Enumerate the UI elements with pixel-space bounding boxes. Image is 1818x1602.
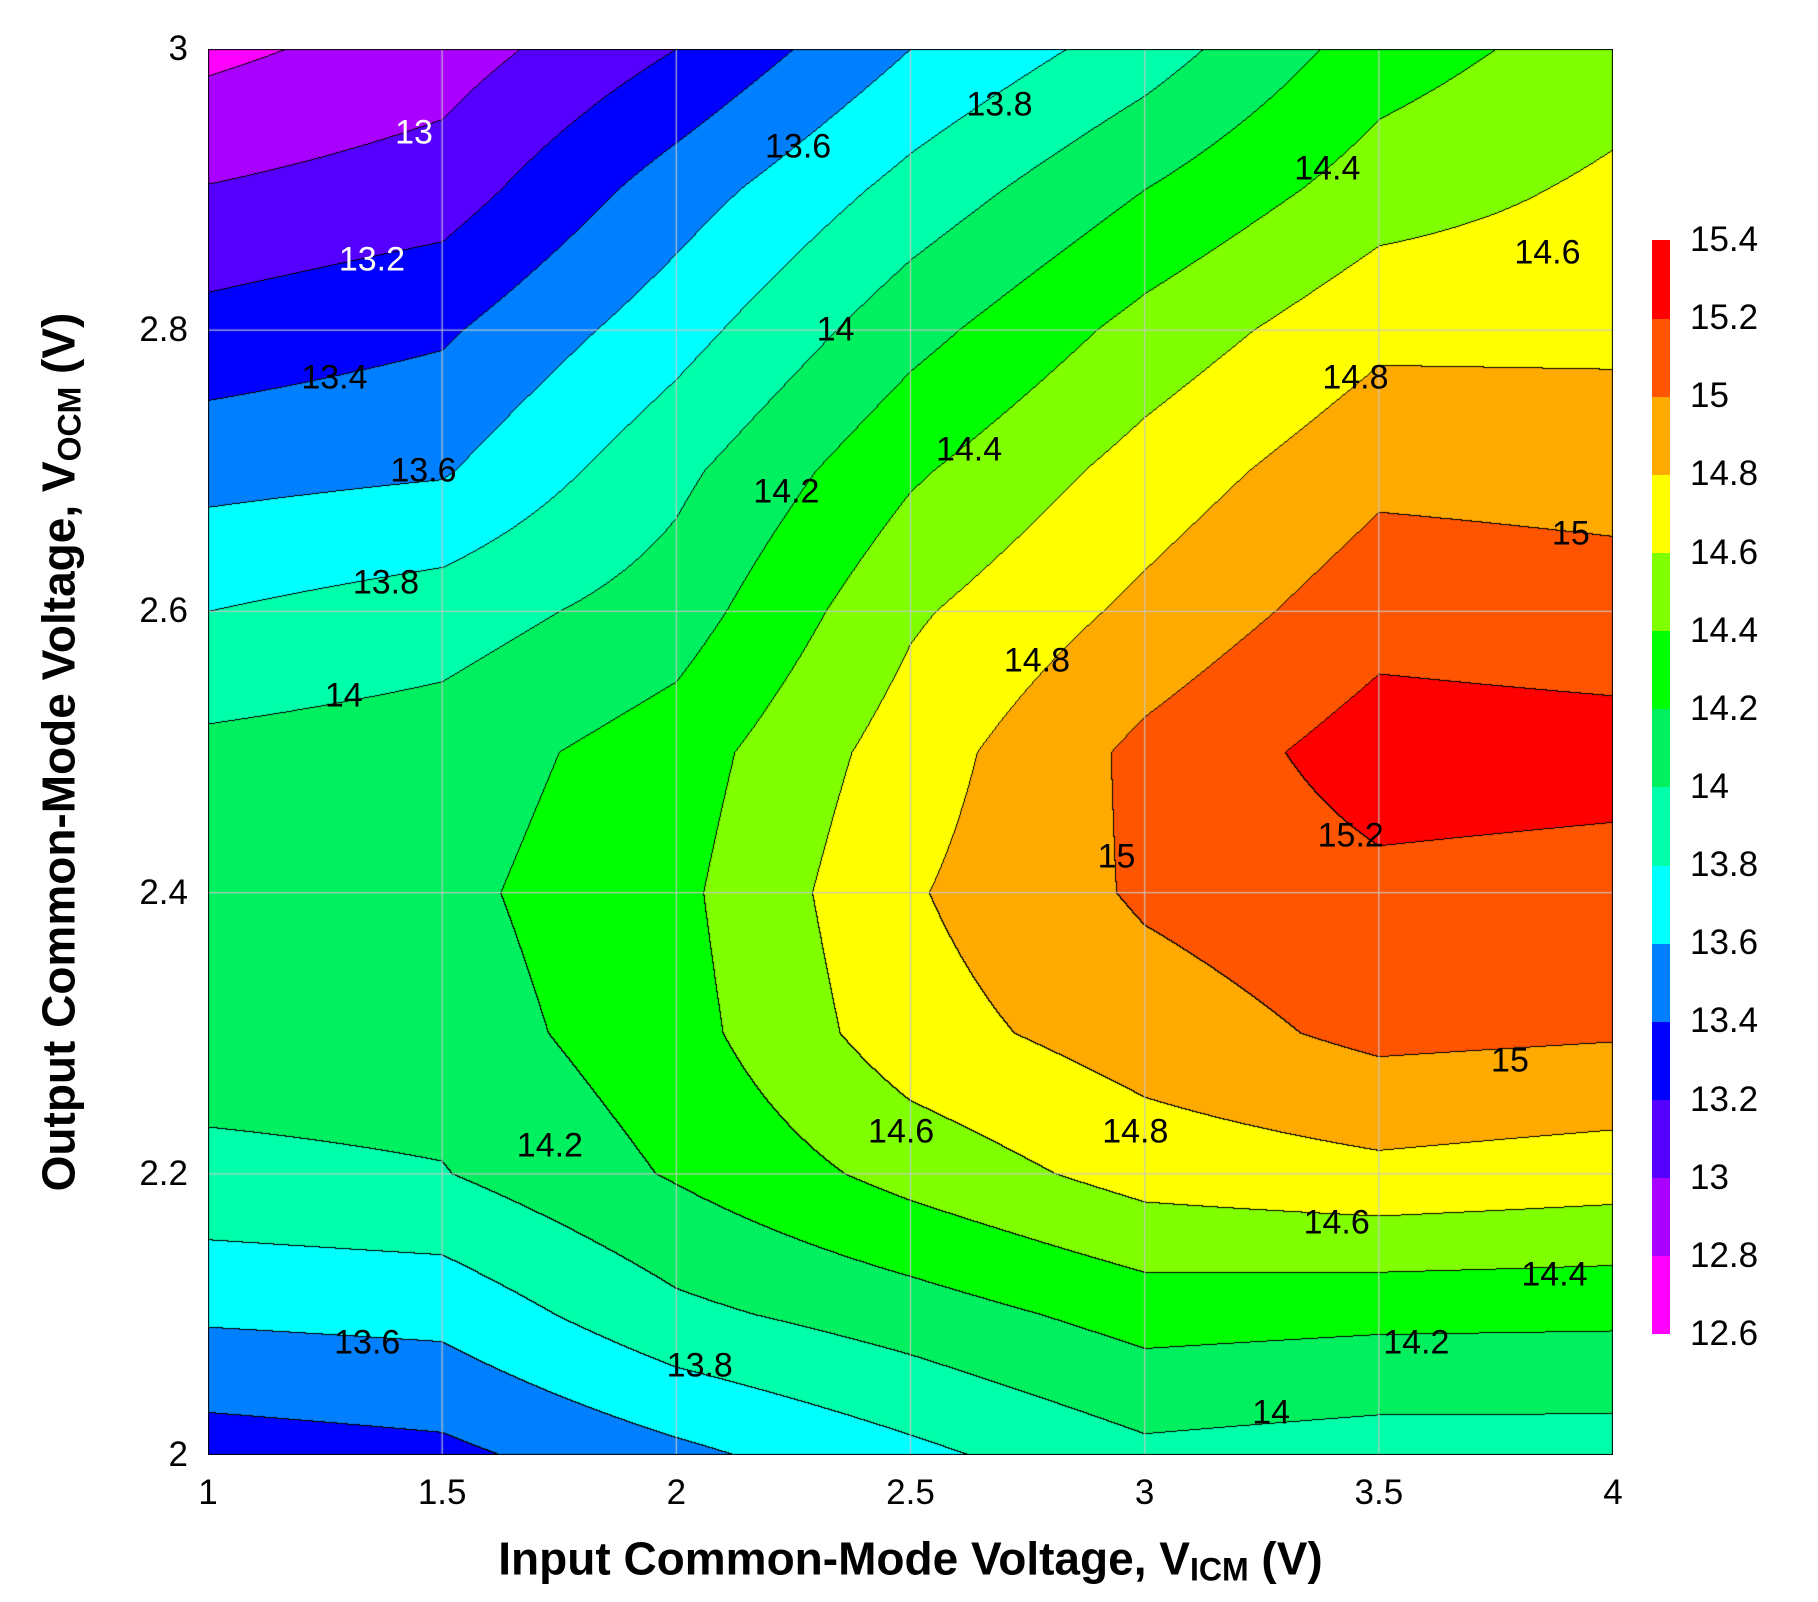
colorbar-tick-label: 12.6 (1690, 1314, 1759, 1353)
x-axis-label-text: Input Common-Mode Voltage, V (498, 1532, 1190, 1585)
colorbar-band (1652, 1255, 1670, 1335)
y-tick-label: 3 (168, 29, 188, 68)
contour-label: 13.8 (666, 1346, 733, 1385)
colorbar (1652, 240, 1670, 1335)
colorbar-tick-label: 14.2 (1690, 688, 1759, 728)
x-tick-label: 3 (1134, 1473, 1155, 1512)
colorbar-band (1652, 787, 1670, 866)
contour-label: 13.4 (301, 358, 368, 397)
x-tick-label: 1 (198, 1473, 218, 1512)
contour-label: 13.2 (338, 240, 405, 279)
contour-label: 13.6 (390, 451, 457, 490)
contour-plot-area: 13 13.2 13.4 13.6 13.8 14 13.6 13.8 14 14.2 14.4 14… (208, 49, 1613, 1455)
colorbar-tick-label: 14.4 (1690, 610, 1759, 650)
contour-label: 14.2 (516, 1126, 583, 1165)
y-axis-label-text: Output Common-Mode Voltage, V (32, 461, 85, 1192)
contour-label: 14 (1252, 1393, 1291, 1432)
colorbar-band (1652, 474, 1670, 554)
contour-label: 14.8 (1322, 358, 1389, 397)
contour-label: 14.6 (868, 1112, 935, 1151)
colorbar-tick-label: 15.4 (1690, 220, 1759, 259)
colorbar-tick-label: 15 (1690, 376, 1729, 416)
contour-label: 14.8 (1102, 1112, 1169, 1151)
colorbar-band (1652, 318, 1670, 397)
colorbar-band (1652, 396, 1670, 475)
y-axis-label-subscript: OCM (51, 386, 88, 462)
colorbar-tick-label: 14 (1690, 767, 1729, 806)
contour-label: 15.2 (1317, 816, 1384, 855)
colorbar-tick-label: 14.8 (1690, 454, 1759, 494)
colorbar-band (1652, 708, 1670, 788)
x-tick-label: 2 (666, 1473, 687, 1512)
colorbar-band (1652, 1021, 1670, 1101)
contour-label: 14.4 (1294, 149, 1361, 187)
contour-label: 13.8 (352, 563, 420, 602)
colorbar-band (1652, 630, 1670, 710)
contour-label: 14 (816, 310, 855, 349)
contour-label: 14.6 (1303, 1203, 1370, 1242)
contour-label: 14.4 (935, 430, 1003, 469)
x-axis-label: Input Common-Mode Voltage, VICM (V) (208, 1532, 1613, 1589)
y-tick-label: 2.4 (139, 872, 188, 912)
y-tick-label: 2 (168, 1435, 188, 1474)
colorbar-tick-label: 13.8 (1690, 845, 1759, 885)
colorbar-band (1652, 943, 1670, 1022)
colorbar-band (1652, 1177, 1670, 1257)
y-tick-label: 2.8 (139, 310, 188, 350)
colorbar-tick-label: 13.2 (1690, 1079, 1759, 1119)
x-tick-label: 1.5 (417, 1473, 467, 1512)
contour-label: 15 (1551, 514, 1590, 553)
colorbar-tick-label: 13 (1690, 1157, 1729, 1197)
x-tick-label: 3.5 (1354, 1473, 1404, 1512)
colorbar-band (1652, 865, 1670, 944)
colorbar-tick-label: 12.8 (1690, 1235, 1759, 1275)
contour-label: 13.8 (966, 85, 1033, 124)
colorbar-band (1652, 552, 1670, 632)
x-tick-label: 4 (1603, 1473, 1623, 1512)
contour-label-layer: 13 13.2 13.4 13.6 13.8 14 13.6 13.8 14 14.2 14.4 14… (208, 49, 1613, 1455)
colorbar-tick-label: 14.6 (1690, 532, 1759, 572)
contour-label: 14.2 (1383, 1323, 1450, 1362)
x-axis-label-unit: (V) (1248, 1532, 1323, 1585)
contour-label: 14.2 (753, 472, 820, 511)
y-axis-label: Output Common-Mode Voltage, VOCM (V) (32, 313, 89, 1192)
contour-label: 15 (1491, 1041, 1529, 1080)
contour-label: 14.6 (1514, 233, 1581, 272)
colorbar-tick-label: 13.6 (1690, 923, 1759, 963)
y-tick-label: 2.6 (139, 591, 188, 631)
y-axis-label-unit: (V) (32, 312, 85, 387)
contour-label: 14.4 (1521, 1255, 1588, 1294)
x-tick-label: 2.5 (886, 1473, 935, 1512)
contour-label: 13 (395, 113, 433, 152)
colorbar-band (1652, 240, 1670, 319)
x-axis-label-subscript: ICM (1189, 1551, 1249, 1588)
contour-label: 14 (324, 676, 363, 715)
colorbar-tick-label: 15.2 (1690, 298, 1759, 338)
colorbar-tick-label: 13.4 (1690, 1001, 1759, 1041)
contour-label: 14.8 (1003, 641, 1071, 680)
contour-label: 13.6 (765, 127, 832, 166)
colorbar-band (1652, 1099, 1670, 1179)
contour-label: 13.6 (334, 1323, 401, 1362)
contour-label: 15 (1097, 837, 1136, 876)
y-tick-label: 2.2 (139, 1153, 188, 1193)
filled-contour-map (208, 49, 1613, 1455)
